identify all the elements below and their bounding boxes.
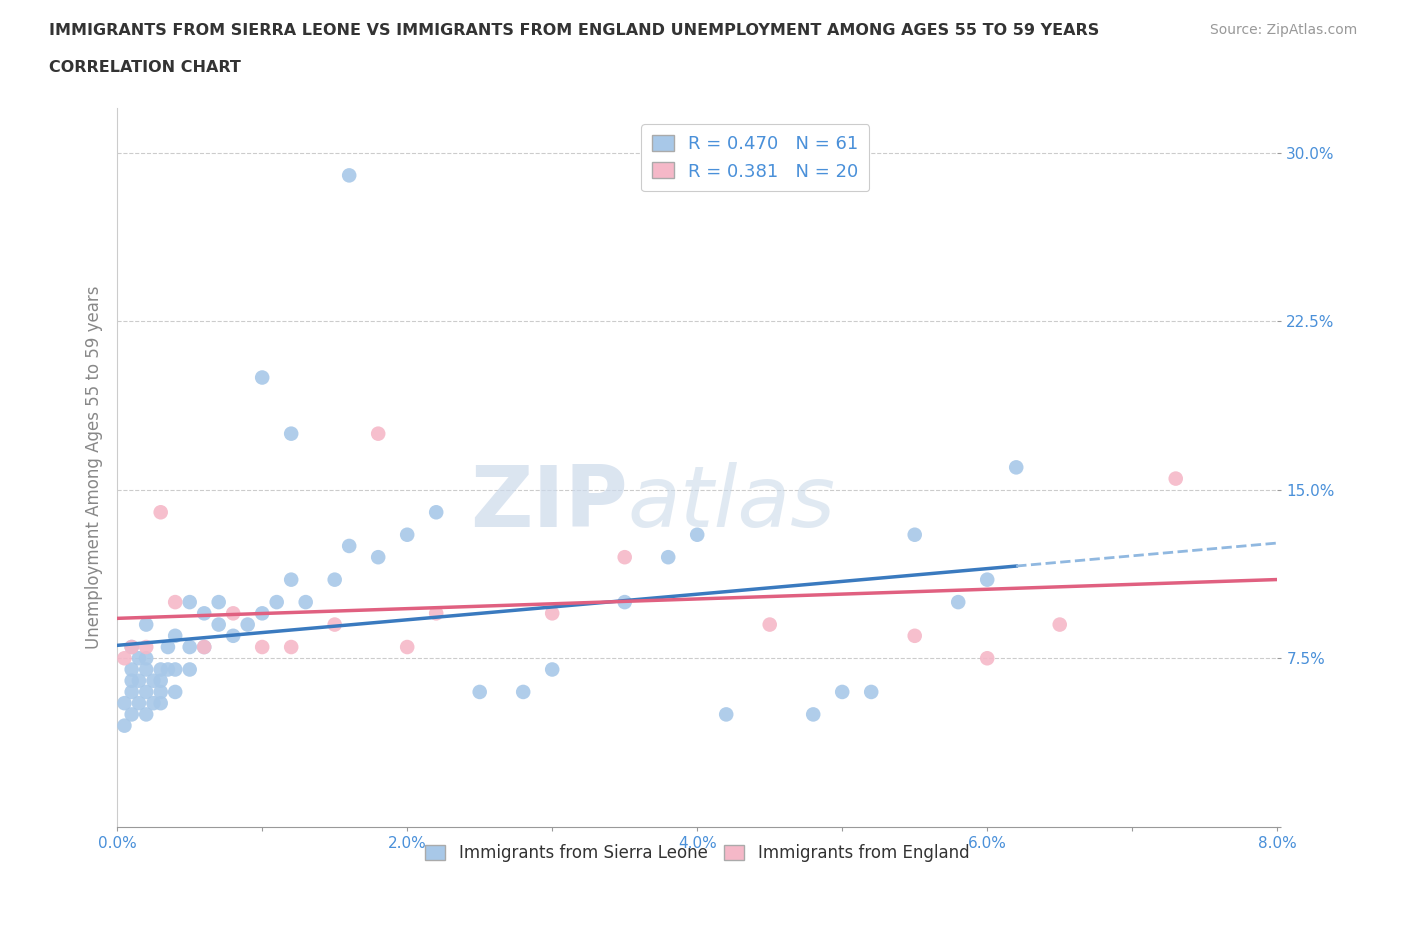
Point xyxy=(165,684,187,699)
Legend: Immigrants from Sierra Leone, Immigrants from England: Immigrants from Sierra Leone, Immigrants… xyxy=(419,837,976,869)
Point xyxy=(135,618,157,632)
Point xyxy=(323,572,346,587)
Point xyxy=(156,640,179,655)
Point xyxy=(222,629,245,644)
Point xyxy=(149,505,172,520)
Point xyxy=(425,505,447,520)
Point xyxy=(179,662,201,677)
Text: Source: ZipAtlas.com: Source: ZipAtlas.com xyxy=(1209,23,1357,37)
Point xyxy=(135,707,157,722)
Point xyxy=(165,629,187,644)
Point xyxy=(135,662,157,677)
Point xyxy=(613,550,636,565)
Point xyxy=(976,572,998,587)
Point xyxy=(468,684,491,699)
Point xyxy=(121,640,143,655)
Point xyxy=(396,527,419,542)
Point xyxy=(541,662,564,677)
Point xyxy=(121,662,143,677)
Point xyxy=(121,684,143,699)
Point xyxy=(165,662,187,677)
Text: ZIP: ZIP xyxy=(470,462,627,545)
Point xyxy=(337,538,360,553)
Point xyxy=(135,651,157,666)
Point xyxy=(121,707,143,722)
Point xyxy=(367,426,389,441)
Point xyxy=(128,673,150,688)
Point xyxy=(801,707,824,722)
Point xyxy=(208,618,231,632)
Point xyxy=(396,640,419,655)
Point xyxy=(250,640,273,655)
Point xyxy=(149,662,172,677)
Point xyxy=(613,594,636,609)
Point xyxy=(280,426,302,441)
Point xyxy=(294,594,316,609)
Point xyxy=(541,606,564,621)
Point xyxy=(142,673,165,688)
Point xyxy=(323,618,346,632)
Point xyxy=(236,618,259,632)
Point xyxy=(280,572,302,587)
Point xyxy=(512,684,534,699)
Point xyxy=(193,640,215,655)
Point xyxy=(337,168,360,183)
Point xyxy=(686,527,709,542)
Point xyxy=(948,594,970,609)
Point xyxy=(121,673,143,688)
Text: atlas: atlas xyxy=(627,462,835,545)
Point xyxy=(904,629,927,644)
Point xyxy=(266,594,288,609)
Point xyxy=(367,550,389,565)
Point xyxy=(860,684,883,699)
Y-axis label: Unemployment Among Ages 55 to 59 years: Unemployment Among Ages 55 to 59 years xyxy=(86,286,103,649)
Point xyxy=(222,606,245,621)
Point xyxy=(280,640,302,655)
Point xyxy=(142,696,165,711)
Point xyxy=(179,594,201,609)
Point xyxy=(904,527,927,542)
Point xyxy=(121,640,143,655)
Point xyxy=(149,684,172,699)
Point xyxy=(135,684,157,699)
Point xyxy=(208,594,231,609)
Point xyxy=(758,618,780,632)
Point xyxy=(976,651,998,666)
Point xyxy=(1005,460,1028,475)
Point xyxy=(149,673,172,688)
Point xyxy=(128,696,150,711)
Point xyxy=(114,696,136,711)
Point xyxy=(193,640,215,655)
Point xyxy=(149,696,172,711)
Text: IMMIGRANTS FROM SIERRA LEONE VS IMMIGRANTS FROM ENGLAND UNEMPLOYMENT AMONG AGES : IMMIGRANTS FROM SIERRA LEONE VS IMMIGRAN… xyxy=(49,23,1099,38)
Point xyxy=(250,370,273,385)
Point xyxy=(831,684,853,699)
Point xyxy=(1049,618,1071,632)
Point xyxy=(250,606,273,621)
Point xyxy=(165,594,187,609)
Point xyxy=(425,606,447,621)
Point xyxy=(193,606,215,621)
Point xyxy=(114,651,136,666)
Point xyxy=(128,651,150,666)
Point xyxy=(716,707,738,722)
Point xyxy=(1164,472,1187,486)
Point xyxy=(657,550,679,565)
Text: CORRELATION CHART: CORRELATION CHART xyxy=(49,60,240,75)
Point xyxy=(135,640,157,655)
Point xyxy=(179,640,201,655)
Point xyxy=(114,718,136,733)
Point xyxy=(156,662,179,677)
